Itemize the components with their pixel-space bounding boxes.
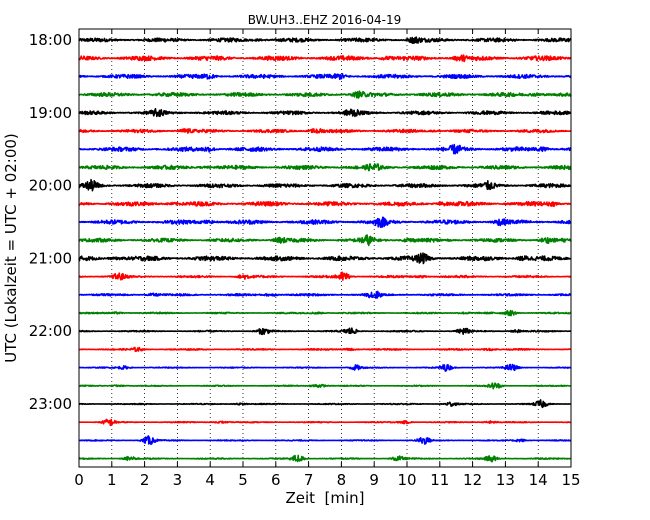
- trace-1830: [78, 73, 572, 81]
- trace-2330: [78, 435, 572, 446]
- trace-2300: [78, 399, 572, 409]
- y-tick-label: 21:00: [29, 249, 72, 267]
- chart-title: BW.UH3..EHZ 2016-04-19: [248, 13, 402, 27]
- trace-1930: [78, 143, 572, 155]
- x-tick-label: 13: [496, 471, 515, 489]
- trace-2315: [78, 418, 572, 427]
- x-tick-label: 7: [304, 471, 314, 489]
- y-tick-label: 22:00: [29, 322, 72, 340]
- trace-2115: [78, 271, 572, 281]
- x-tick-label: 15: [561, 471, 580, 489]
- trace-1845: [78, 90, 572, 99]
- y-tick-label: 18:00: [29, 31, 72, 49]
- x-tick-label: 6: [271, 471, 281, 489]
- trace-2015: [78, 200, 572, 208]
- trace-1900: [78, 107, 572, 118]
- trace-2145: [78, 309, 572, 317]
- trace-2130: [78, 290, 572, 299]
- x-tick-label: 9: [369, 471, 379, 489]
- x-tick-label: 4: [205, 471, 215, 489]
- x-axis-label: Zeit [min]: [285, 489, 364, 507]
- y-tick-label: 23:00: [29, 395, 72, 413]
- trace-2215: [78, 346, 572, 353]
- y-axis-label: UTC (Lokalzeit = UTC + 02:00): [2, 133, 20, 363]
- x-tick-label: 11: [430, 471, 449, 489]
- traces-group: [78, 36, 572, 463]
- x-tick-label: 14: [529, 471, 548, 489]
- trace-2045: [78, 234, 572, 247]
- x-tick-label: 3: [173, 471, 183, 489]
- y-tick-label: 20:00: [29, 177, 72, 195]
- trace-2200: [78, 327, 572, 336]
- trace-1815: [78, 54, 572, 63]
- y-tick-label: 19:00: [29, 104, 72, 122]
- trace-2000: [78, 178, 572, 192]
- x-axis: 0 1 2 3 4 5 6 7 8 9 10 11 12 13 14 15: [74, 29, 581, 489]
- x-tick-label: 1: [107, 471, 117, 489]
- trace-2030: [78, 216, 572, 228]
- trace-2230: [78, 363, 572, 372]
- trace-2345: [78, 454, 572, 463]
- x-tick-label: 2: [140, 471, 150, 489]
- y-axis: 18:00 19:00 20:00 21:00 22:00 23:00: [29, 31, 571, 413]
- trace-1945: [78, 163, 572, 172]
- x-tick-label: 0: [74, 471, 84, 489]
- x-tick-label: 8: [337, 471, 347, 489]
- x-tick-label: 5: [238, 471, 248, 489]
- trace-2100: [78, 252, 572, 265]
- trace-1915: [78, 128, 572, 134]
- x-tick-label: 12: [463, 471, 482, 489]
- trace-1800: [78, 36, 572, 45]
- trace-2245: [78, 382, 572, 390]
- x-tick-label: 10: [397, 471, 416, 489]
- plot-frame: [78, 28, 572, 468]
